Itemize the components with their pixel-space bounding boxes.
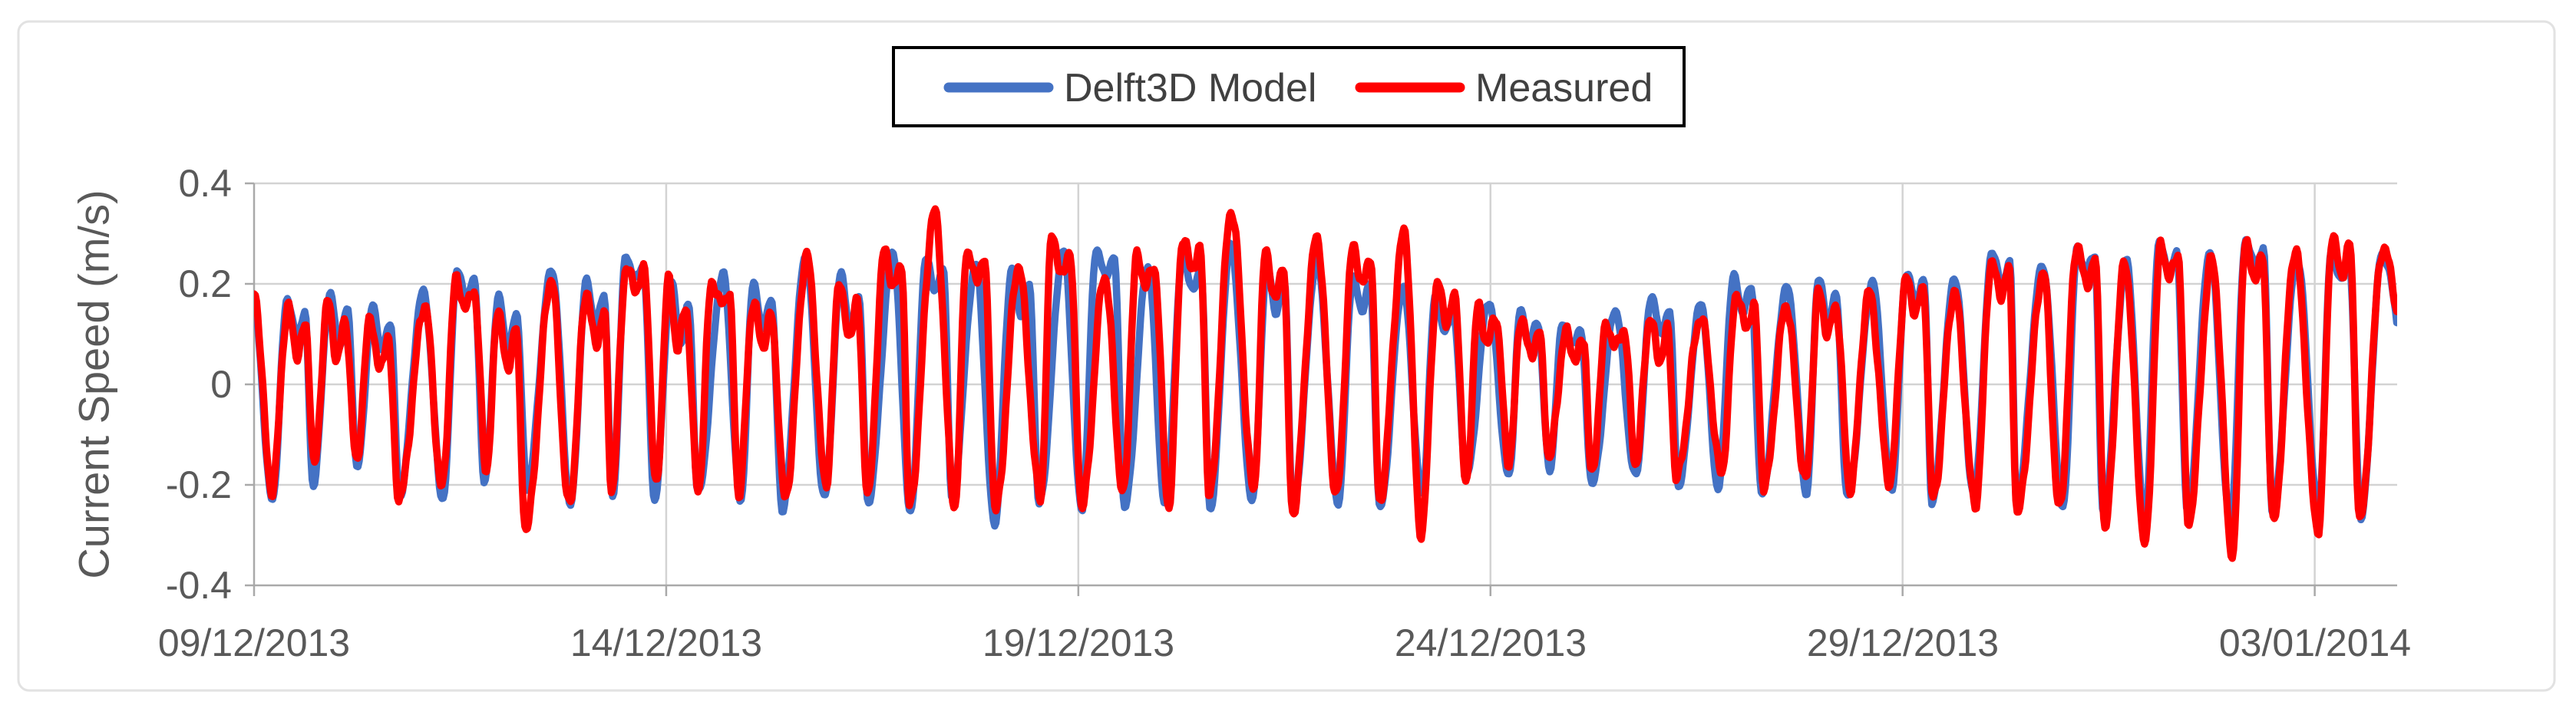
x-tick-label: 29/12/2013 [1807,621,1999,664]
x-tick-label: 03/01/2014 [2219,621,2411,664]
x-tick-label: 14/12/2013 [570,621,762,664]
series-line-measured [254,205,2397,562]
y-tick-label: 0.2 [178,262,232,305]
plot-area [245,182,2397,596]
legend: Delft3D Model Measured [892,46,1686,127]
x-axis-tick-labels: 09/12/2013 14/12/2013 19/12/2013 24/12/2… [158,621,2411,664]
y-tick-label: 0.4 [178,162,232,205]
y-tick-label: 0 [210,363,232,406]
x-tick-label: 09/12/2013 [158,621,350,664]
legend-label-measured: Measured [1475,66,1653,110]
x-tick-label: 19/12/2013 [983,621,1174,664]
y-tick-label: -0.2 [166,463,232,506]
y-axis-tick-labels: 0.4 0.2 0 -0.2 -0.4 [166,162,232,607]
x-tick-label: 24/12/2013 [1395,621,1587,664]
axes [245,182,2397,596]
legend-label-delft3d: Delft3D Model [1064,66,1316,110]
y-axis-title: Current Speed (m/s) [70,189,118,578]
y-tick-label: -0.4 [166,564,232,607]
